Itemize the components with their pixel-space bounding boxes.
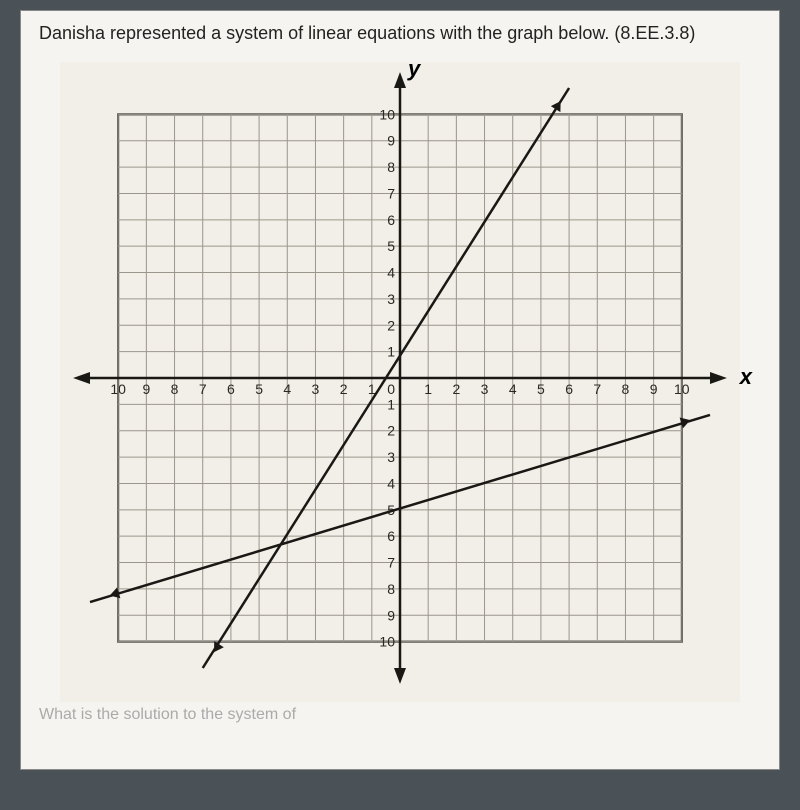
question-text: Danisha represented a system of linear e… bbox=[39, 23, 761, 44]
svg-text:8: 8 bbox=[171, 381, 179, 397]
svg-text:7: 7 bbox=[199, 381, 207, 397]
svg-text:10: 10 bbox=[674, 381, 690, 397]
svg-text:9: 9 bbox=[387, 133, 395, 149]
svg-text:4: 4 bbox=[387, 475, 395, 491]
svg-text:9: 9 bbox=[387, 607, 395, 623]
svg-text:1: 1 bbox=[387, 396, 395, 412]
svg-text:10: 10 bbox=[379, 106, 395, 122]
svg-text:8: 8 bbox=[622, 381, 630, 397]
svg-text:1: 1 bbox=[387, 344, 395, 360]
svg-text:2: 2 bbox=[387, 317, 395, 333]
svg-text:3: 3 bbox=[312, 381, 320, 397]
svg-text:7: 7 bbox=[387, 555, 395, 571]
worksheet-page: Danisha represented a system of linear e… bbox=[20, 10, 780, 770]
svg-text:4: 4 bbox=[387, 265, 395, 281]
svg-text:7: 7 bbox=[387, 185, 395, 201]
svg-text:7: 7 bbox=[593, 381, 601, 397]
svg-text:8: 8 bbox=[387, 581, 395, 597]
svg-text:4: 4 bbox=[283, 381, 291, 397]
svg-text:4: 4 bbox=[509, 381, 517, 397]
svg-text:5: 5 bbox=[255, 381, 263, 397]
svg-text:2: 2 bbox=[340, 381, 348, 397]
svg-text:8: 8 bbox=[387, 159, 395, 175]
graph-svg: 1111222233334444555566667777888899991010… bbox=[60, 62, 740, 702]
svg-text:2: 2 bbox=[452, 381, 460, 397]
svg-text:6: 6 bbox=[387, 212, 395, 228]
svg-text:6: 6 bbox=[387, 528, 395, 544]
svg-text:3: 3 bbox=[481, 381, 489, 397]
svg-text:5: 5 bbox=[537, 381, 545, 397]
svg-text:9: 9 bbox=[142, 381, 150, 397]
svg-text:9: 9 bbox=[650, 381, 658, 397]
y-axis-label: y bbox=[408, 56, 420, 82]
svg-text:3: 3 bbox=[387, 291, 395, 307]
svg-text:2: 2 bbox=[387, 423, 395, 439]
svg-text:1: 1 bbox=[424, 381, 432, 397]
svg-text:3: 3 bbox=[387, 449, 395, 465]
svg-text:6: 6 bbox=[227, 381, 235, 397]
svg-text:10: 10 bbox=[110, 381, 126, 397]
coordinate-graph: y x 111122223333444455556666777788889999… bbox=[60, 62, 740, 702]
svg-text:6: 6 bbox=[565, 381, 573, 397]
svg-text:10: 10 bbox=[379, 634, 395, 650]
svg-text:0: 0 bbox=[387, 381, 395, 397]
footer-question: What is the solution to the system of bbox=[39, 706, 761, 724]
x-axis-label: x bbox=[740, 364, 752, 390]
svg-text:5: 5 bbox=[387, 238, 395, 254]
